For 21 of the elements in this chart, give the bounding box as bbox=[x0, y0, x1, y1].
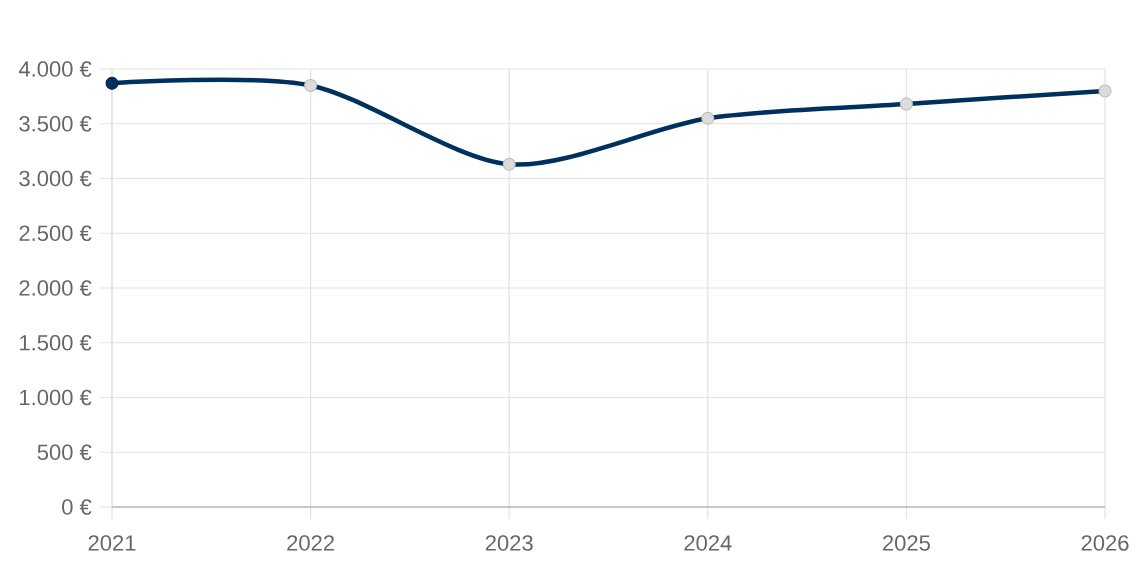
y-tick-label: 3.500 € bbox=[19, 115, 92, 132]
y-tick-label: 0 € bbox=[62, 499, 92, 515]
point bbox=[701, 111, 715, 125]
y-tick-label: 2.500 € bbox=[19, 225, 92, 242]
point bbox=[105, 76, 119, 90]
x-tick-label: 2025 bbox=[883, 535, 930, 551]
x-tick-label: 2024 bbox=[684, 535, 732, 551]
x-tick-label: 2023 bbox=[485, 535, 533, 551]
y-tick-label: 500 € bbox=[37, 444, 92, 461]
point bbox=[502, 157, 516, 171]
y-tick-label: 1.500 € bbox=[20, 334, 92, 351]
x-tick-label: 2021 bbox=[88, 535, 136, 551]
y-tick-label: 4.000 € bbox=[18, 61, 92, 77]
point bbox=[899, 97, 913, 111]
y-tick-label: 3.000 € bbox=[19, 170, 92, 187]
x-tick-label: 2022 bbox=[287, 535, 334, 551]
x-tick-label: 2026 bbox=[1081, 535, 1129, 551]
y-tick-label: 1.000 € bbox=[20, 389, 92, 406]
point bbox=[1098, 84, 1112, 98]
point bbox=[304, 78, 318, 92]
y-tick-label: 2.000 € bbox=[19, 280, 92, 296]
